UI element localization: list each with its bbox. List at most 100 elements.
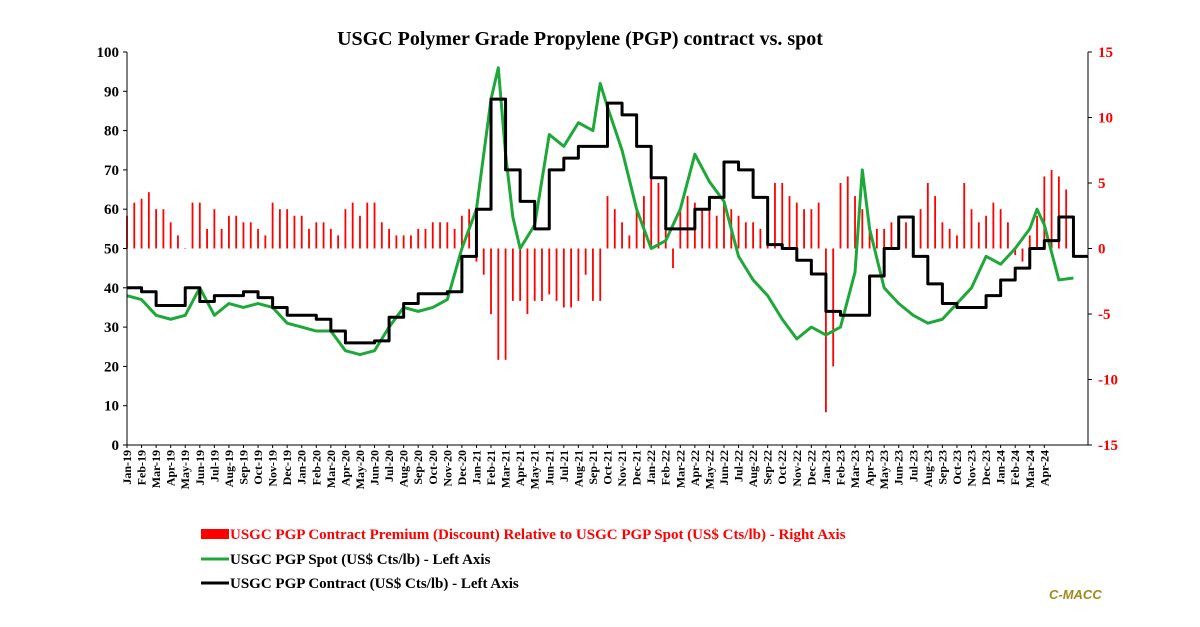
premium-bar (788, 196, 791, 249)
premium-bar (1036, 215, 1038, 249)
premium-bar (868, 222, 871, 249)
premium-bar (1043, 176, 1046, 249)
x-tick-label: Jan-23 (819, 450, 833, 485)
premium-bar (846, 176, 849, 249)
x-tick-label: Feb-19 (135, 450, 149, 485)
premium-bar (941, 222, 944, 249)
x-tick-label: Nov-23 (965, 450, 979, 487)
left-tick-label: 70 (104, 163, 119, 179)
right-tick-label: -10 (1098, 373, 1118, 389)
premium-bar (708, 209, 711, 249)
premium-bar (300, 215, 303, 249)
left-tick-label: 50 (104, 242, 119, 258)
premium-bar (1021, 248, 1024, 262)
premium-bar (519, 248, 522, 301)
premium-bar (329, 228, 332, 249)
premium-bar (825, 248, 827, 413)
premium-bar (781, 183, 784, 249)
premium-bar (344, 209, 347, 249)
premium-bar (803, 209, 805, 249)
left-tick-label: 30 (104, 320, 119, 336)
x-tick-label: Apr-24 (1037, 450, 1051, 486)
premium-bar (453, 228, 456, 249)
right-tick-label: -5 (1098, 307, 1111, 323)
left-tick-label: 90 (104, 84, 119, 100)
premium-bar (490, 248, 492, 314)
premium-bar (402, 235, 405, 249)
premium-bar (854, 196, 856, 249)
premium-bar (650, 176, 653, 249)
x-tick-label: Jan-22 (644, 450, 658, 485)
x-tick-label: Oct-20 (426, 450, 440, 485)
x-tick-label: Oct-19 (251, 450, 265, 485)
x-tick-label: Dec-20 (455, 450, 469, 485)
premium-bar (905, 222, 907, 249)
premium-bar (147, 192, 150, 249)
x-tick-label: Jun-20 (368, 450, 382, 485)
right-tick-label: 15 (1098, 45, 1113, 61)
premium-bar (635, 209, 638, 249)
contract-price-line (127, 97, 1088, 345)
chart-title: USGC Polymer Grade Propylene (PGP) contr… (337, 28, 823, 50)
x-tick-label: Dec-22 (804, 450, 818, 485)
premium-bar (198, 202, 201, 249)
premium-bar (628, 235, 631, 249)
x-tick-label: Jun-21 (542, 450, 556, 485)
left-tick-label: 100 (97, 45, 120, 61)
legend-swatch-premium (201, 529, 229, 539)
x-tick-label: Jan-20 (295, 450, 309, 485)
x-tick-label: Apr-21 (513, 450, 527, 486)
premium-bar (380, 222, 383, 249)
x-tick-label: Jul-21 (557, 450, 571, 482)
premium-bar (970, 209, 973, 249)
premium-bar (286, 209, 289, 249)
x-tick-label: Jul-22 (732, 450, 746, 482)
x-tick-label: Mar-19 (149, 450, 163, 488)
x-tick-label: Sep-20 (411, 450, 425, 485)
premium-bar (1028, 235, 1031, 249)
x-tick-label: Nov-22 (790, 450, 804, 487)
premium-bar (526, 248, 529, 314)
premium-bar (460, 215, 463, 249)
x-tick-label: Jul-20 (382, 450, 396, 482)
contract-premium-bars (126, 169, 1068, 413)
premium-bar (315, 222, 318, 249)
premium-bar (672, 248, 674, 269)
x-tick-label: Feb-23 (833, 450, 847, 485)
premium-bar (548, 248, 551, 295)
premium-bar (621, 222, 623, 249)
x-tick-label: Sep-19 (236, 450, 250, 485)
premium-bar (242, 222, 245, 249)
x-tick-label: Apr-22 (688, 450, 702, 486)
premium-bar (162, 209, 165, 249)
x-tick-label: May-19 (178, 450, 192, 489)
premium-bar (883, 228, 886, 249)
premium-bar (752, 222, 755, 249)
left-axis-ticks: 0 10 20 30 40 50 60 70 80 90 100 (97, 45, 127, 454)
x-tick-label: Nov-20 (440, 450, 454, 487)
right-tick-label: 10 (1098, 111, 1113, 127)
x-tick-label: Dec-21 (630, 450, 644, 485)
x-tick-label: Dec-23 (979, 450, 993, 485)
x-tick-label: Mar-20 (324, 450, 338, 488)
x-axis-ticks: Jan-19 Feb-19 Mar-19 Apr-19 May-19 Jun-19 Jul-… (120, 445, 1051, 489)
left-tick-label: 80 (104, 124, 119, 140)
right-tick-label: -15 (1098, 438, 1118, 454)
x-tick-label: Jan-21 (469, 450, 483, 485)
x-tick-label: Sep-21 (586, 450, 600, 485)
left-tick-label: 20 (104, 359, 119, 375)
premium-bar (817, 202, 820, 249)
premium-bar (140, 198, 143, 249)
x-tick-label: Sep-23 (935, 450, 949, 485)
premium-bar (388, 228, 390, 249)
premium-bar (977, 222, 980, 249)
premium-bar (926, 183, 929, 249)
premium-bar (431, 222, 434, 249)
x-tick-label: Feb-22 (659, 450, 673, 485)
x-tick-label: Sep-22 (761, 450, 775, 485)
x-tick-label: Nov-21 (615, 450, 629, 487)
premium-bar (890, 222, 893, 249)
premium-bar (482, 248, 485, 275)
x-tick-label: Aug-20 (397, 450, 411, 487)
